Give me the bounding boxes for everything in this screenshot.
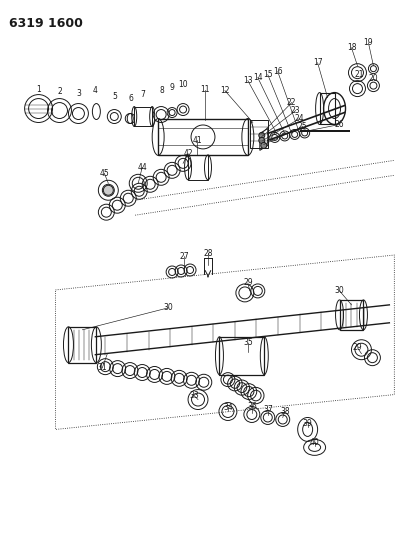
Text: 35: 35 [243, 338, 253, 347]
Text: 17: 17 [313, 58, 322, 67]
Text: 30: 30 [163, 303, 173, 312]
Text: 28: 28 [203, 248, 213, 257]
Text: 25: 25 [298, 122, 308, 131]
Text: 21: 21 [355, 70, 364, 79]
Text: 2: 2 [57, 87, 62, 96]
Text: 19: 19 [364, 38, 373, 47]
Circle shape [259, 133, 265, 139]
Text: 6: 6 [129, 94, 134, 103]
Text: 36: 36 [247, 402, 257, 411]
Text: 40: 40 [310, 438, 319, 447]
Text: 12: 12 [220, 86, 230, 95]
Text: 13: 13 [243, 76, 253, 85]
Text: 45: 45 [100, 169, 109, 178]
Text: 29: 29 [353, 343, 362, 352]
Text: 8: 8 [160, 86, 164, 95]
Text: 6319 1600: 6319 1600 [9, 17, 82, 30]
Text: 37: 37 [263, 405, 273, 414]
Text: 15: 15 [263, 70, 273, 79]
Text: 16: 16 [273, 67, 283, 76]
Bar [220, 337, 264, 375]
Text: 14: 14 [253, 73, 263, 82]
Bar [319, 93, 335, 125]
Text: 30: 30 [335, 286, 344, 295]
Text: 9: 9 [170, 83, 175, 92]
Circle shape [259, 138, 265, 143]
Text: 11: 11 [200, 85, 210, 94]
Bar [134, 107, 152, 126]
Text: 33: 33 [189, 391, 199, 400]
Text: 29: 29 [243, 278, 253, 287]
Text: 26: 26 [335, 120, 344, 129]
Bar [188, 156, 208, 180]
Bar [69, 327, 96, 362]
Bar [299, 131, 350, 133]
Text: 38: 38 [280, 407, 290, 416]
Bar [158, 118, 248, 156]
Text: 18: 18 [347, 43, 356, 52]
Circle shape [261, 142, 267, 148]
Circle shape [103, 185, 113, 195]
Text: 41: 41 [192, 136, 202, 145]
Text: 27: 27 [179, 252, 189, 261]
Text: 44: 44 [137, 163, 147, 172]
Text: 20: 20 [368, 74, 378, 83]
Text: 7: 7 [141, 90, 146, 99]
Text: 39: 39 [303, 419, 313, 428]
Text: 5: 5 [112, 92, 117, 101]
Text: 23: 23 [291, 106, 301, 115]
Text: 10: 10 [178, 80, 188, 89]
Text: 24: 24 [295, 114, 304, 123]
Bar [250, 120, 268, 148]
Text: 31: 31 [98, 363, 107, 372]
Text: 42: 42 [183, 149, 193, 158]
Text: 4: 4 [93, 86, 98, 95]
Bar [339, 300, 364, 330]
Text: 34: 34 [223, 403, 233, 412]
Text: 3: 3 [76, 89, 81, 98]
Text: 1: 1 [36, 85, 41, 94]
Text: 22: 22 [287, 98, 297, 107]
